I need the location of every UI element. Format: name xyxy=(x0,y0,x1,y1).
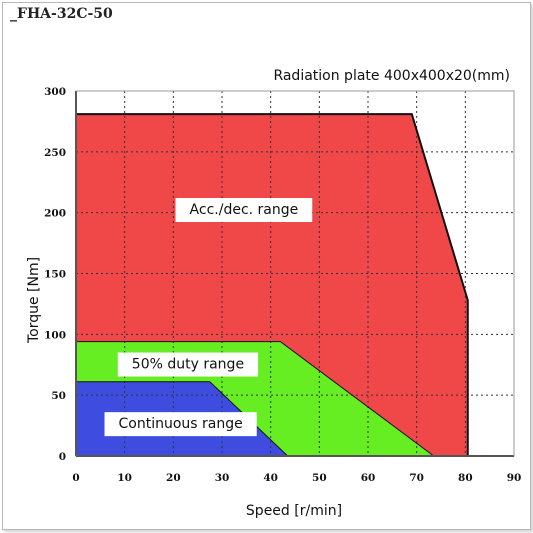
x-tick-label: 10 xyxy=(117,472,132,484)
y-tick-label: 0 xyxy=(59,451,66,463)
y-tick-label: 150 xyxy=(44,269,66,281)
region-label-continuous-range: Continuous range xyxy=(104,412,257,437)
region-label-50-duty-range: 50% duty range xyxy=(117,352,259,377)
plot-border xyxy=(75,90,515,457)
region-label-box xyxy=(175,198,313,223)
region-label-box xyxy=(117,352,259,377)
x-tick-label: 60 xyxy=(361,472,376,484)
x-tick-label: 40 xyxy=(263,472,278,484)
x-tick-label: 30 xyxy=(215,472,230,484)
y-tick-label: 250 xyxy=(44,147,66,159)
y-tick-label: 50 xyxy=(51,390,66,402)
region-labels-layer: Acc./dec. range 50% duty range Continuous … xyxy=(104,198,313,437)
y-tick-label: 100 xyxy=(44,329,66,341)
y-tick-label: 300 xyxy=(44,86,66,98)
y-axis-label: Torque [Nm] xyxy=(26,257,42,344)
region-label-text: Acc./dec. range xyxy=(190,202,299,218)
grid-layer xyxy=(76,91,514,456)
region-label-text: Continuous range xyxy=(119,416,243,432)
x-tick-label: 90 xyxy=(507,472,522,484)
x-tick-label: 50 xyxy=(312,472,327,484)
ticks-layer: 0 10 20 30 40 50 60 70 80 90 0 50 100 150 200 250 300 xyxy=(44,86,521,484)
figure-title: _FHA-32C-50 xyxy=(10,6,113,22)
region-label-acc-dec-range: Acc./dec. range xyxy=(175,198,313,223)
acc-dec-boundary-line xyxy=(76,113,469,456)
region-boundary-line xyxy=(76,381,289,457)
x-tick-label: 80 xyxy=(458,472,473,484)
region-label-text: 50% duty range xyxy=(132,357,244,373)
x-tick-label: 0 xyxy=(72,472,79,484)
y-tick-label: 200 xyxy=(44,208,66,220)
x-tick-label: 70 xyxy=(409,472,424,484)
regions-layer xyxy=(76,114,468,456)
x-tick-label: 20 xyxy=(166,472,181,484)
x-axis-label: Speed [r/min] xyxy=(246,503,342,519)
region-boundary-line xyxy=(76,341,434,457)
region-label-box xyxy=(104,412,257,437)
chart-title: Radiation plate 400x400x20(mm) xyxy=(273,68,510,84)
